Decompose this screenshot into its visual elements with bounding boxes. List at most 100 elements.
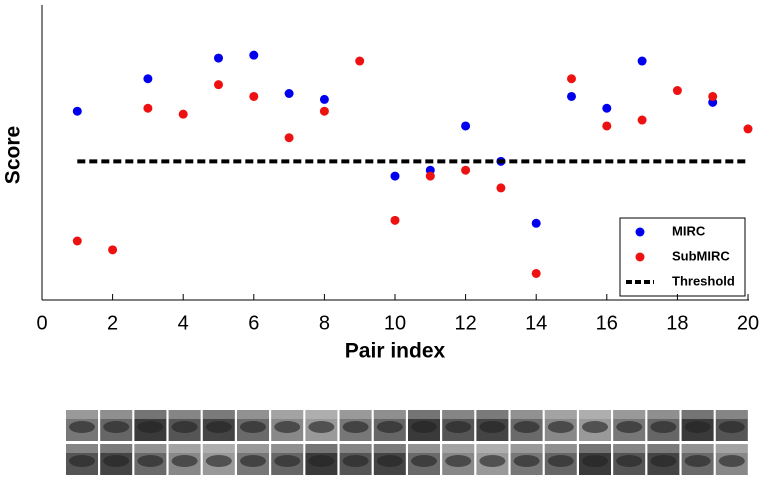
x-tick-label: 20	[737, 312, 759, 334]
x-tick-label: 2	[107, 312, 118, 334]
x-tick-label: 10	[384, 312, 406, 334]
thumbnail-highlight	[476, 410, 509, 419]
point	[637, 56, 647, 66]
thumbnail-highlight	[271, 444, 304, 453]
thumbnail-detail	[445, 421, 472, 433]
thumbnail-highlight	[305, 444, 338, 453]
x-tick-label: 14	[525, 312, 547, 334]
thumbnail-highlight	[134, 410, 167, 419]
point	[461, 121, 471, 131]
thumbnail-detail	[684, 455, 711, 467]
point	[567, 91, 576, 101]
x-tick-label: 0	[36, 312, 47, 334]
thumbnail-highlight	[613, 444, 646, 453]
thumbnail-highlight	[544, 410, 577, 419]
thumbnail-detail	[650, 455, 677, 467]
thumbnail-highlight	[647, 410, 680, 419]
thumbnail-highlight	[100, 410, 133, 419]
x-tick-label: 6	[248, 312, 259, 334]
point	[496, 183, 506, 193]
thumbnail-detail	[342, 455, 369, 467]
thumbnail-detail	[650, 421, 677, 433]
thumbnail-highlight	[202, 410, 235, 419]
thumbnail-detail	[684, 421, 711, 433]
thumbnail-detail	[240, 421, 266, 433]
thumbnail-detail	[411, 455, 437, 467]
thumbnail-highlight	[66, 410, 98, 419]
thumbnail-detail	[582, 421, 608, 433]
point	[531, 218, 541, 228]
legend-swatch	[635, 252, 645, 262]
thumbnail-highlight	[202, 444, 235, 453]
thumbnail-detail	[376, 421, 403, 433]
thumbnails	[66, 410, 748, 475]
x-tick-label: 16	[596, 312, 618, 334]
point	[143, 74, 153, 84]
legend-swatch	[635, 227, 645, 237]
point	[108, 245, 118, 255]
point	[249, 91, 259, 101]
legend-label: Threshold	[672, 273, 735, 288]
thumbnail-detail	[547, 455, 574, 467]
thumbnail-highlight	[339, 444, 372, 453]
point	[214, 80, 223, 90]
thumbnail-detail	[205, 455, 232, 467]
thumbnail-detail	[445, 455, 472, 467]
thumbnail-detail	[411, 421, 437, 433]
x-tick-label: 18	[666, 312, 688, 334]
thumbnail-highlight	[715, 410, 748, 419]
point	[425, 171, 435, 181]
point	[72, 106, 82, 116]
thumbnail-detail	[479, 421, 506, 433]
thumbnail-highlight	[373, 410, 406, 419]
thumbnail-detail	[718, 421, 745, 433]
thumbnail-detail	[274, 455, 301, 467]
thumbnail-detail	[103, 455, 130, 467]
thumbnail-highlight	[476, 444, 509, 453]
thumbnail-highlight	[442, 410, 475, 419]
x-tick-label: 12	[454, 312, 476, 334]
x-axis-title: Pair index	[345, 340, 446, 363]
point	[284, 89, 294, 98]
thumbnail-highlight	[510, 444, 543, 453]
thumbnail-detail	[513, 421, 540, 433]
thumbnail-highlight	[373, 444, 406, 453]
thumbnail-detail	[137, 455, 164, 467]
point	[214, 53, 223, 63]
thumbnail-detail	[479, 455, 506, 467]
x-tick-label: 8	[319, 312, 330, 334]
thumbnail-highlight	[100, 444, 133, 453]
legend-label: MIRC	[672, 223, 706, 238]
point	[178, 109, 188, 119]
point	[319, 94, 329, 104]
thumbnail-highlight	[408, 444, 440, 453]
point	[672, 86, 682, 96]
thumbnail-detail	[274, 421, 301, 433]
point	[602, 103, 612, 113]
point	[531, 268, 541, 278]
thumbnail-highlight	[613, 410, 646, 419]
thumbnail-detail	[137, 421, 164, 433]
thumbnail-detail	[513, 455, 540, 467]
point	[708, 91, 718, 101]
thumbnail-highlight	[237, 410, 269, 419]
thumbnail-detail	[171, 421, 198, 433]
thumbnail-highlight	[134, 444, 167, 453]
thumbnail-highlight	[579, 410, 611, 419]
point	[72, 236, 82, 246]
thumbnail-detail	[616, 455, 643, 467]
x-tick-label: 4	[178, 312, 189, 334]
thumbnail-detail	[308, 455, 335, 467]
thumbnail-detail	[171, 455, 198, 467]
thumbnail-highlight	[442, 444, 475, 453]
thumbnail-highlight	[510, 410, 543, 419]
thumbnail-detail	[616, 421, 643, 433]
thumbnail-detail	[718, 455, 745, 467]
thumbnail-detail	[547, 421, 574, 433]
thumbnail-highlight	[168, 410, 201, 419]
point	[249, 50, 259, 60]
thumbnail-highlight	[66, 444, 98, 453]
point	[390, 171, 400, 181]
thumbnail-highlight	[271, 410, 304, 419]
